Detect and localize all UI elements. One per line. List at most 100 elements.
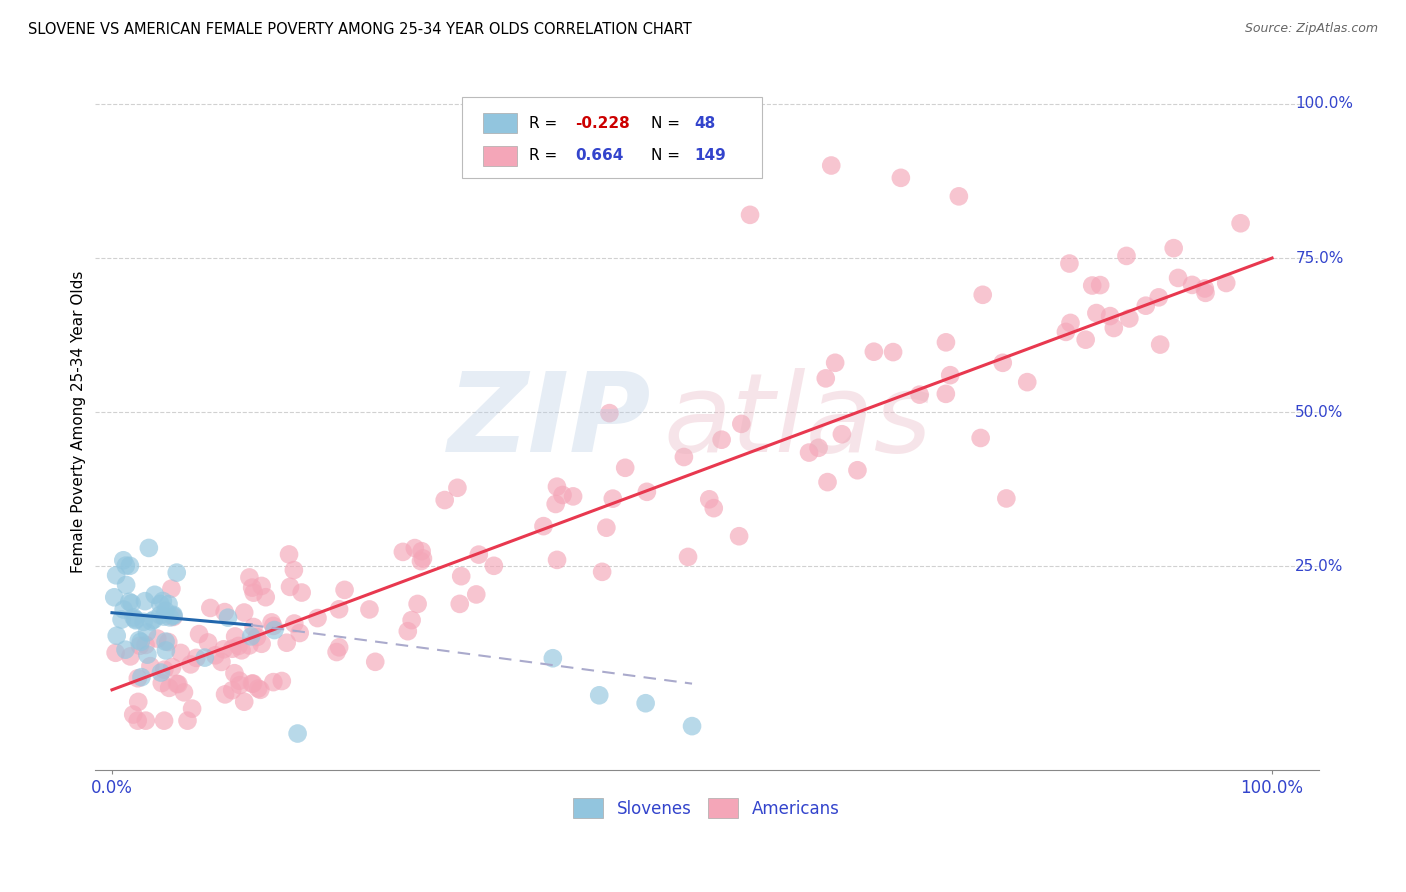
- Point: [814, 371, 837, 385]
- Point: [186, 651, 208, 665]
- Point: [250, 579, 273, 593]
- Point: [1102, 321, 1125, 335]
- Text: atlas: atlas: [664, 368, 932, 475]
- Point: [150, 676, 173, 690]
- Point: [991, 356, 1014, 370]
- Point: [602, 491, 624, 506]
- Point: [240, 676, 263, 690]
- Point: [139, 659, 162, 673]
- Point: [153, 663, 176, 677]
- Point: [254, 591, 277, 605]
- Point: [136, 648, 159, 662]
- Bar: [482, 146, 517, 166]
- Point: [118, 558, 141, 573]
- Point: [131, 670, 153, 684]
- Text: -0.228: -0.228: [575, 116, 630, 130]
- Point: [278, 580, 301, 594]
- Point: [200, 601, 222, 615]
- Point: [1059, 316, 1081, 330]
- Point: [1118, 311, 1140, 326]
- Point: [114, 558, 136, 573]
- Text: R =: R =: [529, 116, 562, 130]
- Point: [972, 287, 994, 301]
- Point: [141, 615, 163, 629]
- Point: [112, 553, 135, 567]
- Text: 50.0%: 50.0%: [1295, 405, 1344, 420]
- Point: [817, 475, 839, 489]
- Point: [149, 608, 172, 623]
- Point: [212, 642, 235, 657]
- Point: [134, 594, 156, 608]
- Point: [170, 646, 193, 660]
- Point: [449, 597, 471, 611]
- Point: [149, 665, 172, 680]
- Point: [166, 677, 188, 691]
- Point: [939, 368, 962, 383]
- Point: [588, 688, 610, 702]
- Point: [194, 650, 217, 665]
- Point: [863, 344, 886, 359]
- Point: [1054, 325, 1077, 339]
- Point: [1167, 271, 1189, 285]
- Point: [214, 605, 236, 619]
- Point: [325, 645, 347, 659]
- Point: [703, 501, 725, 516]
- Point: [105, 629, 128, 643]
- Point: [820, 159, 842, 173]
- Point: [104, 646, 127, 660]
- Point: [180, 657, 202, 672]
- Point: [157, 635, 180, 649]
- Point: [162, 607, 184, 622]
- Point: [224, 666, 246, 681]
- Point: [233, 695, 256, 709]
- Point: [127, 695, 149, 709]
- Point: [110, 613, 132, 627]
- Point: [224, 629, 246, 643]
- Point: [728, 529, 751, 543]
- Point: [270, 673, 292, 688]
- Point: [143, 588, 166, 602]
- Point: [242, 620, 264, 634]
- Point: [288, 626, 311, 640]
- Point: [546, 553, 568, 567]
- Point: [276, 636, 298, 650]
- Point: [155, 604, 177, 618]
- Point: [541, 651, 564, 665]
- Point: [249, 682, 271, 697]
- Point: [1229, 216, 1251, 230]
- Point: [146, 632, 169, 646]
- Point: [1074, 333, 1097, 347]
- Point: [287, 726, 309, 740]
- Point: [1194, 281, 1216, 295]
- Point: [155, 634, 177, 648]
- Point: [188, 627, 211, 641]
- Point: [149, 597, 172, 611]
- Point: [166, 566, 188, 580]
- Point: [124, 612, 146, 626]
- Point: [333, 582, 356, 597]
- Point: [824, 356, 846, 370]
- Point: [240, 581, 263, 595]
- Point: [396, 624, 419, 639]
- Point: [890, 170, 912, 185]
- Point: [533, 519, 555, 533]
- Text: R =: R =: [529, 148, 567, 163]
- Point: [167, 677, 190, 691]
- Point: [738, 208, 761, 222]
- Point: [1215, 276, 1237, 290]
- Point: [328, 602, 350, 616]
- Text: 0.664: 0.664: [575, 148, 624, 163]
- Point: [238, 639, 260, 653]
- Legend: Slovenes, Americans: Slovenes, Americans: [567, 792, 846, 824]
- Point: [229, 678, 252, 692]
- Point: [465, 587, 488, 601]
- Point: [162, 610, 184, 624]
- Bar: [482, 113, 517, 133]
- Point: [260, 615, 283, 630]
- Text: 100.0%: 100.0%: [1295, 96, 1354, 112]
- Point: [122, 707, 145, 722]
- Point: [204, 648, 226, 663]
- Point: [948, 189, 970, 203]
- Point: [221, 683, 243, 698]
- Point: [157, 681, 180, 695]
